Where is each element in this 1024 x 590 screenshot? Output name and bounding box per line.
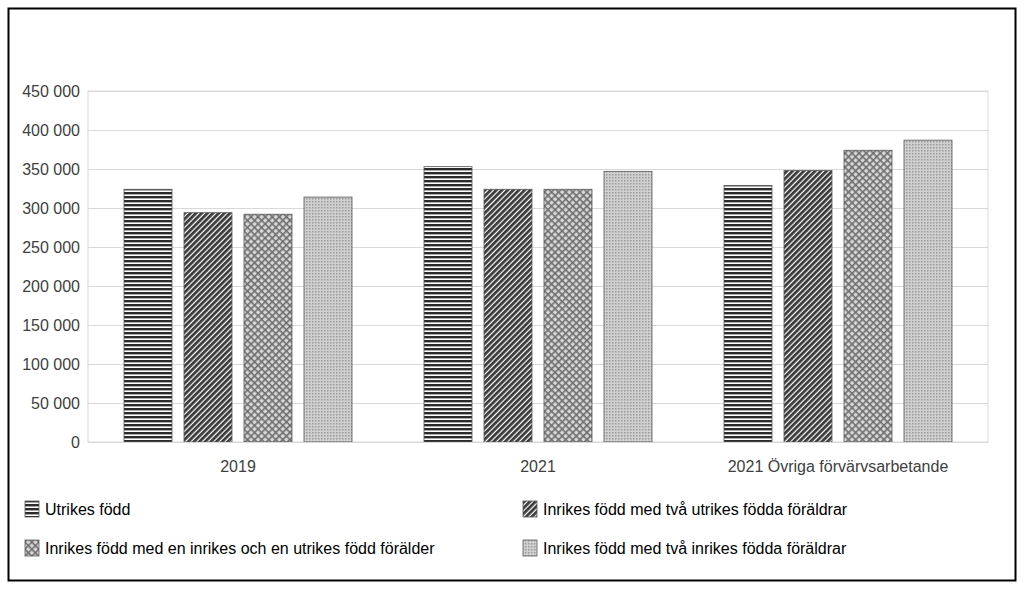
plot-frame bbox=[88, 91, 988, 442]
bar bbox=[484, 189, 532, 442]
y-tick-label: 250 000 bbox=[22, 239, 80, 256]
bar bbox=[304, 197, 352, 442]
bar bbox=[604, 171, 652, 442]
bar bbox=[544, 189, 592, 442]
y-tick-label: 100 000 bbox=[22, 356, 80, 373]
chart: 0 50 000 100 000 150 000 200 000 250 000 300 0… bbox=[0, 0, 1024, 590]
legend-swatch bbox=[523, 540, 537, 556]
y-tick-label: 400 000 bbox=[22, 122, 80, 139]
legend-swatch bbox=[523, 501, 537, 517]
bar bbox=[184, 213, 232, 442]
legend-label: Utrikes född bbox=[45, 501, 130, 518]
bar bbox=[424, 167, 472, 442]
grid-line bbox=[88, 91, 988, 92]
grid-line bbox=[88, 130, 988, 131]
y-tick-label: 450 000 bbox=[22, 83, 80, 100]
bar bbox=[904, 140, 952, 442]
y-tick-label: 150 000 bbox=[22, 317, 80, 334]
y-tick-label: 200 000 bbox=[22, 278, 80, 295]
x-tick-label: 2021 Övriga förvärvsarbetande bbox=[728, 458, 949, 475]
y-tick-label: 0 bbox=[71, 434, 80, 451]
x-tick-label: 2019 bbox=[220, 458, 256, 475]
bar bbox=[844, 150, 892, 442]
bar bbox=[784, 171, 832, 442]
bars bbox=[124, 140, 952, 442]
x-tick-label: 2021 bbox=[520, 458, 556, 475]
legend: Utrikes född Inrikes född med två utrikes… bbox=[25, 501, 848, 557]
legend-label: Inrikes född med två utrikes födda föräl… bbox=[543, 501, 848, 518]
bar bbox=[124, 189, 172, 442]
y-tick-label: 350 000 bbox=[22, 161, 80, 178]
grid-line bbox=[88, 442, 988, 443]
y-tick-label: 300 000 bbox=[22, 200, 80, 217]
bar bbox=[724, 185, 772, 442]
y-tick-label: 50 000 bbox=[31, 395, 80, 412]
legend-swatch bbox=[25, 501, 39, 517]
legend-label: Inrikes född med två inrikes födda föräl… bbox=[543, 540, 847, 557]
chart-frame bbox=[9, 9, 1016, 581]
legend-swatch bbox=[25, 540, 39, 556]
legend-label: Inrikes född med en inrikes och en utrik… bbox=[45, 540, 435, 557]
bar bbox=[244, 214, 292, 442]
